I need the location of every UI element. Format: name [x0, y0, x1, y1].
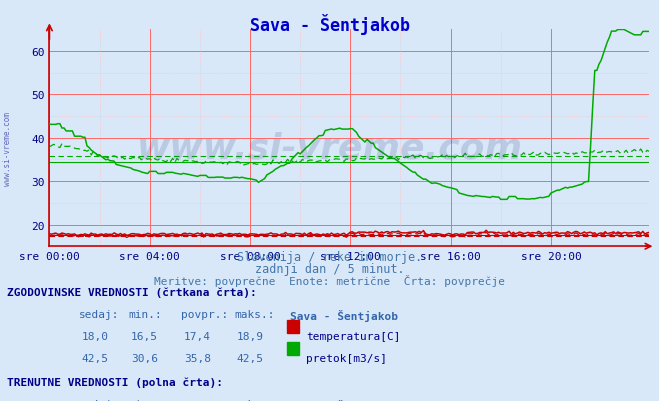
Text: 42,5: 42,5	[82, 353, 109, 363]
Text: Sava - Šentjakob: Sava - Šentjakob	[290, 399, 398, 401]
Text: min.:: min.:	[129, 399, 162, 401]
Text: 18,0: 18,0	[82, 331, 109, 341]
Text: www.si-vreme.com: www.si-vreme.com	[3, 111, 13, 185]
Text: povpr.:: povpr.:	[181, 309, 229, 319]
Text: 18,9: 18,9	[237, 331, 264, 341]
Text: sedaj:: sedaj:	[79, 399, 119, 401]
Text: temperatura[C]: temperatura[C]	[306, 331, 401, 341]
Text: zadnji dan / 5 minut.: zadnji dan / 5 minut.	[254, 263, 405, 275]
Text: TRENUTNE VREDNOSTI (polna črta):: TRENUTNE VREDNOSTI (polna črta):	[7, 377, 223, 387]
Text: 16,5: 16,5	[131, 331, 158, 341]
Text: Sava - Šentjakob: Sava - Šentjakob	[250, 14, 409, 35]
Text: Slovenija / reke in morje.: Slovenija / reke in morje.	[237, 251, 422, 263]
Text: sedaj:: sedaj:	[79, 309, 119, 319]
Text: 35,8: 35,8	[184, 353, 211, 363]
Text: maks.:: maks.:	[234, 309, 274, 319]
Text: Meritve: povprečne  Enote: metrične  Črta: povprečje: Meritve: povprečne Enote: metrične Črta:…	[154, 275, 505, 287]
Text: 30,6: 30,6	[131, 353, 158, 363]
Text: 42,5: 42,5	[237, 353, 264, 363]
Text: maks.:: maks.:	[234, 399, 274, 401]
Text: min.:: min.:	[129, 309, 162, 319]
Text: www.si-vreme.com: www.si-vreme.com	[136, 132, 523, 165]
Text: 17,4: 17,4	[184, 331, 211, 341]
Text: ZGODOVINSKE VREDNOSTI (črtkana črta):: ZGODOVINSKE VREDNOSTI (črtkana črta):	[7, 287, 256, 297]
Text: povpr.:: povpr.:	[181, 399, 229, 401]
Text: Sava - Šentjakob: Sava - Šentjakob	[290, 309, 398, 321]
Text: pretok[m3/s]: pretok[m3/s]	[306, 353, 387, 363]
